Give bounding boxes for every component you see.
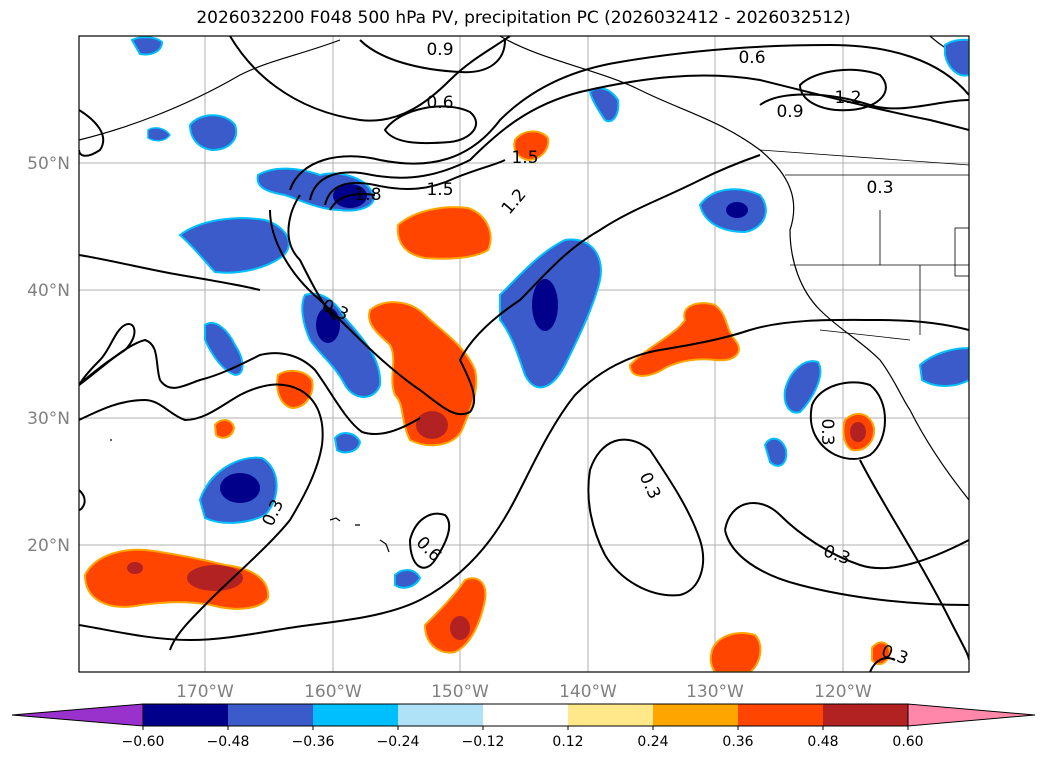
map-title: 2026032200 F048 500 hPa PV, precipitatio… xyxy=(196,8,851,28)
colorbar-segment xyxy=(143,704,228,726)
colorbar-tick-label: 0.60 xyxy=(892,734,923,750)
lon-label: 150°W xyxy=(431,682,489,702)
contour-label: 1.5 xyxy=(511,148,538,168)
colorbar-segment xyxy=(738,704,823,726)
colorbar-extend-min xyxy=(11,703,144,727)
colorbar-segment xyxy=(313,704,398,726)
colorbar-tick-label: 0.36 xyxy=(722,734,753,750)
colorbar-segment xyxy=(228,704,313,726)
map-border xyxy=(78,35,970,673)
contour-label: 0.6 xyxy=(738,48,765,68)
lat-label: 20°N xyxy=(27,536,70,556)
colorbar-frame xyxy=(142,703,909,727)
lon-label: 120°W xyxy=(814,682,872,702)
colorbar-segment xyxy=(398,704,483,726)
longitude-labels: 170°W 160°W 150°W 140°W 130°W 120°W xyxy=(176,682,872,702)
contour-label: 0.6 xyxy=(426,93,453,113)
lat-label: 40°N xyxy=(27,281,70,301)
colorbar-segment xyxy=(823,704,908,726)
colorbar-tick-label: −0.48 xyxy=(207,734,250,750)
colorbar-tick-label: −0.60 xyxy=(122,734,165,750)
colorbar-segment xyxy=(653,704,738,726)
colorbar-tick-label: −0.24 xyxy=(377,734,420,750)
lon-label: 170°W xyxy=(176,682,234,702)
contour-label: 0.3 xyxy=(817,418,837,445)
lon-label: 160°W xyxy=(304,682,362,702)
colorbar-tick-label: −0.12 xyxy=(462,734,505,750)
contour-label: 1.8 xyxy=(354,185,381,205)
pv-contours xyxy=(79,36,969,672)
contour-label: 0.3 xyxy=(866,178,893,198)
contour-label: 1.5 xyxy=(426,180,453,200)
contour-label: 0.9 xyxy=(776,102,803,122)
colorbar-tick-label: 0.12 xyxy=(552,734,583,750)
lat-label: 30°N xyxy=(27,409,70,429)
colorbar-segment xyxy=(568,704,653,726)
lat-label: 50°N xyxy=(27,154,70,174)
latitude-labels: 20°N 30°N 40°N 50°N xyxy=(27,154,70,556)
colorbar-tick-label: 0.24 xyxy=(637,734,668,750)
colorbar: −0.60 −0.48 −0.36 −0.24 −0.12 0.12 0.24 0.36 0.4… xyxy=(11,703,1036,750)
contour-label: 0.9 xyxy=(426,40,453,60)
colorbar-tick-label: 0.48 xyxy=(807,734,838,750)
colorbar-extend-max xyxy=(907,703,1036,727)
precip-negative-areas xyxy=(130,36,969,589)
precip-positive-areas xyxy=(83,130,892,672)
contour-label: 1.2 xyxy=(834,88,861,108)
colorbar-tick-label: −0.36 xyxy=(292,734,335,750)
lon-label: 130°W xyxy=(686,682,744,702)
colorbar-segment xyxy=(483,704,568,726)
lon-label: 140°W xyxy=(559,682,617,702)
